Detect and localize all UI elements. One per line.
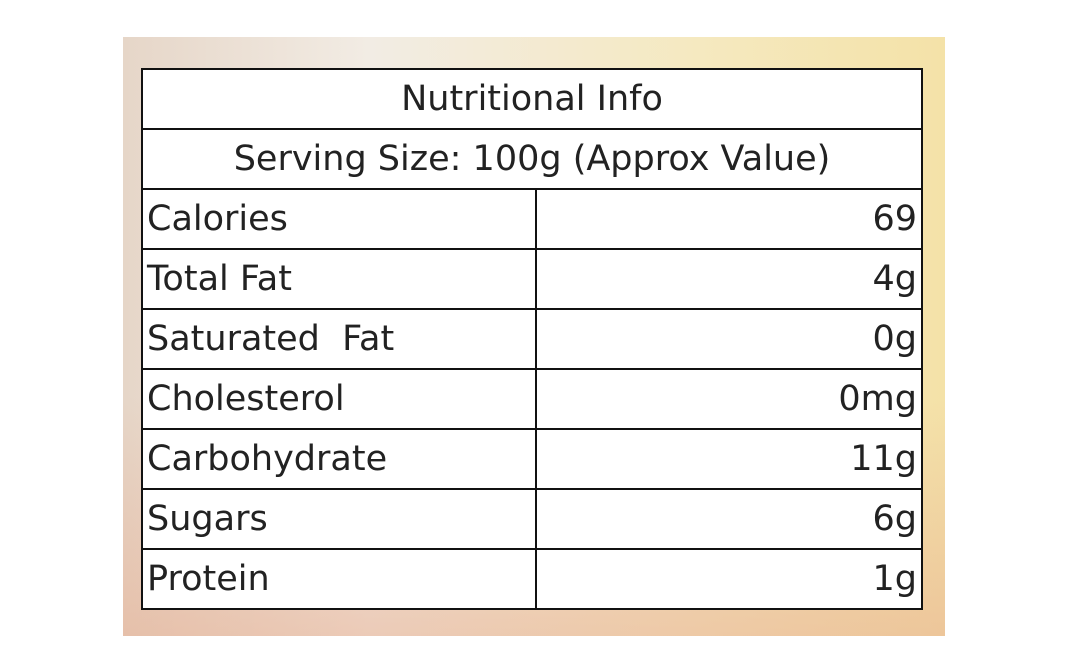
nutrient-name: Protein xyxy=(141,548,537,610)
nutrient-amount: 1g xyxy=(535,548,923,610)
nutrient-amount: 6g xyxy=(535,488,923,550)
nutrient-amount: 11g xyxy=(535,428,923,490)
nutrient-row: Carbohydrate 11g xyxy=(141,428,923,490)
nutrient-amount: 0g xyxy=(535,308,923,370)
nutrient-name: Saturated Fat xyxy=(141,308,537,370)
table-body: Nutritional Info Serving Size: 100g (App… xyxy=(141,68,923,610)
nutrient-amount: 69 xyxy=(535,188,923,250)
table-subtitle: Serving Size: 100g (Approx Value) xyxy=(141,128,923,190)
nutrient-row: Saturated Fat 0g xyxy=(141,308,923,370)
nutrient-row: Total Fat 4g xyxy=(141,248,923,310)
nutrient-name: Total Fat xyxy=(141,248,537,310)
nutrient-name: Sugars xyxy=(141,488,537,550)
title-row: Nutritional Info xyxy=(141,68,923,130)
nutrition-table: Nutritional Info Serving Size: 100g (App… xyxy=(141,68,923,610)
nutrient-row: Calories 69 xyxy=(141,188,923,250)
nutrient-row: Cholesterol 0mg xyxy=(141,368,923,430)
nutrient-name: Calories xyxy=(141,188,537,250)
nutrient-row: Sugars 6g xyxy=(141,488,923,550)
nutrient-name: Cholesterol xyxy=(141,368,537,430)
nutrient-amount: 4g xyxy=(535,248,923,310)
nutrient-name: Carbohydrate xyxy=(141,428,537,490)
nutrient-amount: 0mg xyxy=(535,368,923,430)
table-title: Nutritional Info xyxy=(141,68,923,130)
nutrient-row: Protein 1g xyxy=(141,548,923,610)
subtitle-row: Serving Size: 100g (Approx Value) xyxy=(141,128,923,190)
